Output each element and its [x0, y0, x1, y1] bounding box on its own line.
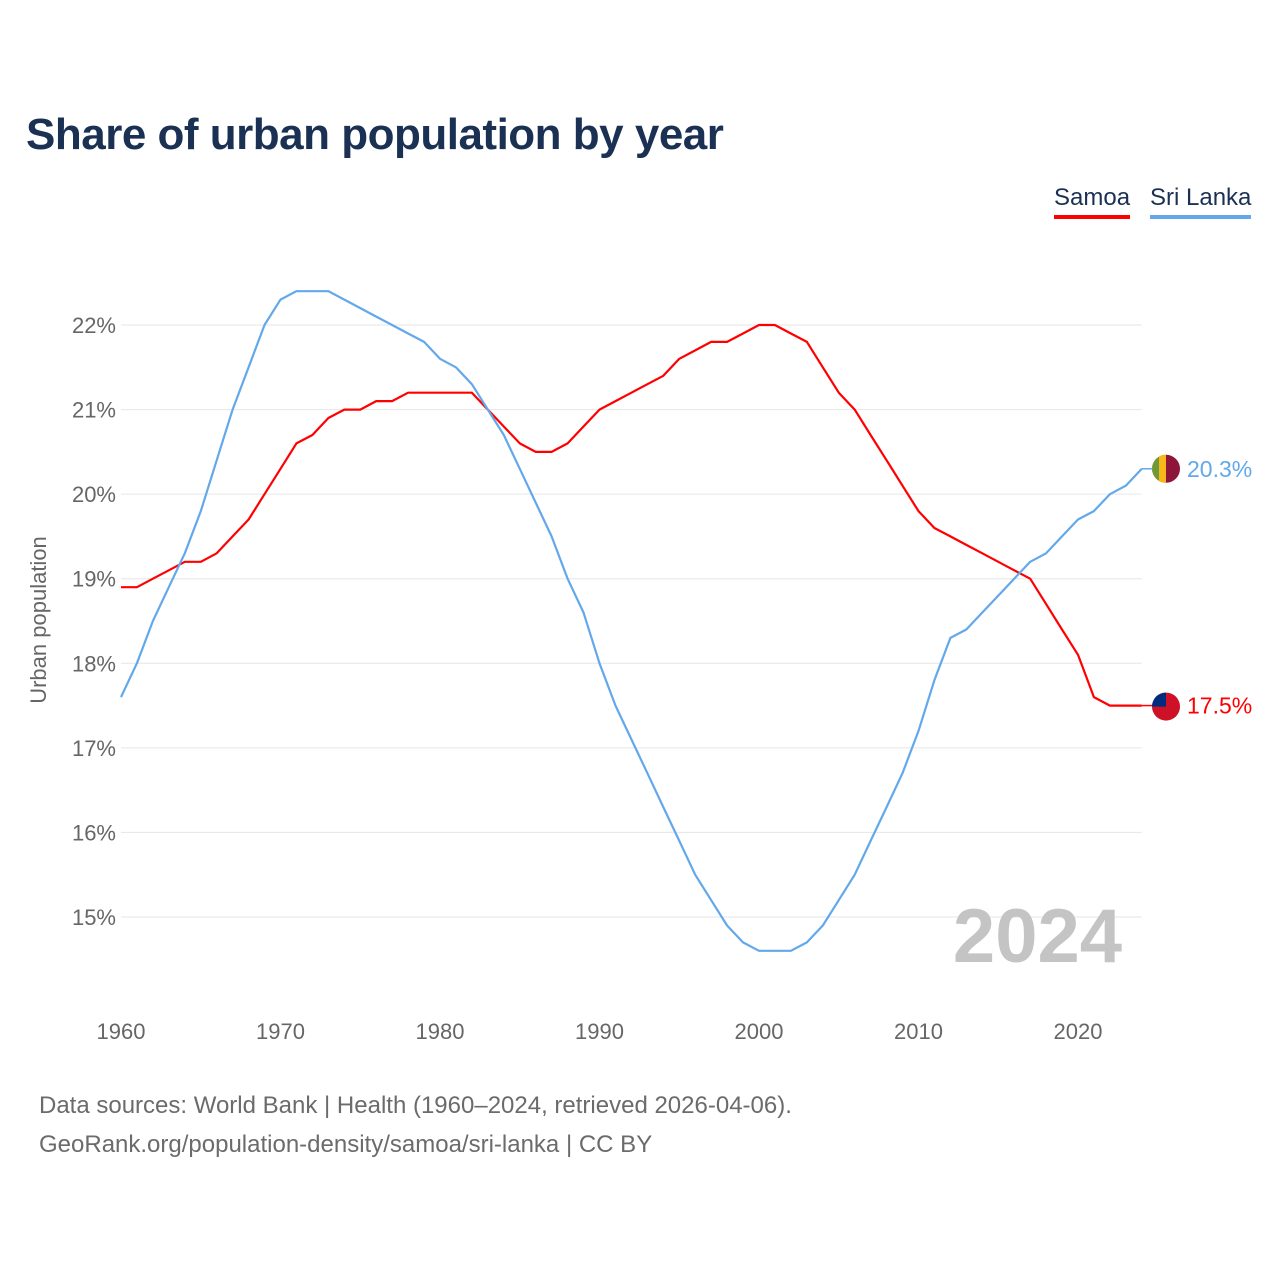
sri-lanka-flag-green [1152, 456, 1159, 481]
y-tick-label: 22% [72, 313, 116, 338]
x-tick-label: 1980 [416, 1019, 465, 1044]
y-tick-label: 18% [72, 651, 116, 676]
y-tick-label: 21% [72, 398, 116, 423]
x-tick-label: 2000 [735, 1019, 784, 1044]
year-watermark: 2024 [953, 894, 1122, 979]
y-tick-label: 17% [72, 736, 116, 761]
y-axis-label: Urban population [26, 536, 51, 704]
y-tick-label: 20% [72, 482, 116, 507]
y-tick-label: 15% [72, 905, 116, 930]
y-tick-label: 19% [72, 567, 116, 592]
end-value-label: 20.3% [1187, 456, 1252, 482]
data-source: Data sources: World Bank | Health (1960–… [39, 1092, 792, 1119]
x-tick-label: 2020 [1054, 1019, 1103, 1044]
series-line-samoa [121, 323, 1142, 707]
y-tick-label: 16% [72, 820, 116, 845]
series-line-sri-lanka [120, 290, 1143, 952]
x-tick-label: 1960 [97, 1019, 146, 1044]
chart-title: Share of urban population by year [26, 110, 724, 159]
legend-sri-lanka[interactable]: Sri Lanka [1150, 184, 1252, 219]
x-tick-label: 1970 [256, 1019, 305, 1044]
x-tick-label: 1990 [575, 1019, 624, 1044]
end-value-label: 17.5% [1187, 693, 1252, 719]
attribution-link[interactable]: GeoRank.org/population-density/samoa/sri… [39, 1131, 653, 1158]
x-tick-label: 2010 [894, 1019, 943, 1044]
footer: Data sources: World Bank | Health (1960–… [39, 1086, 792, 1164]
legend-samoa[interactable]: Samoa [1054, 184, 1131, 219]
samoa-flag-canton [1152, 692, 1166, 707]
